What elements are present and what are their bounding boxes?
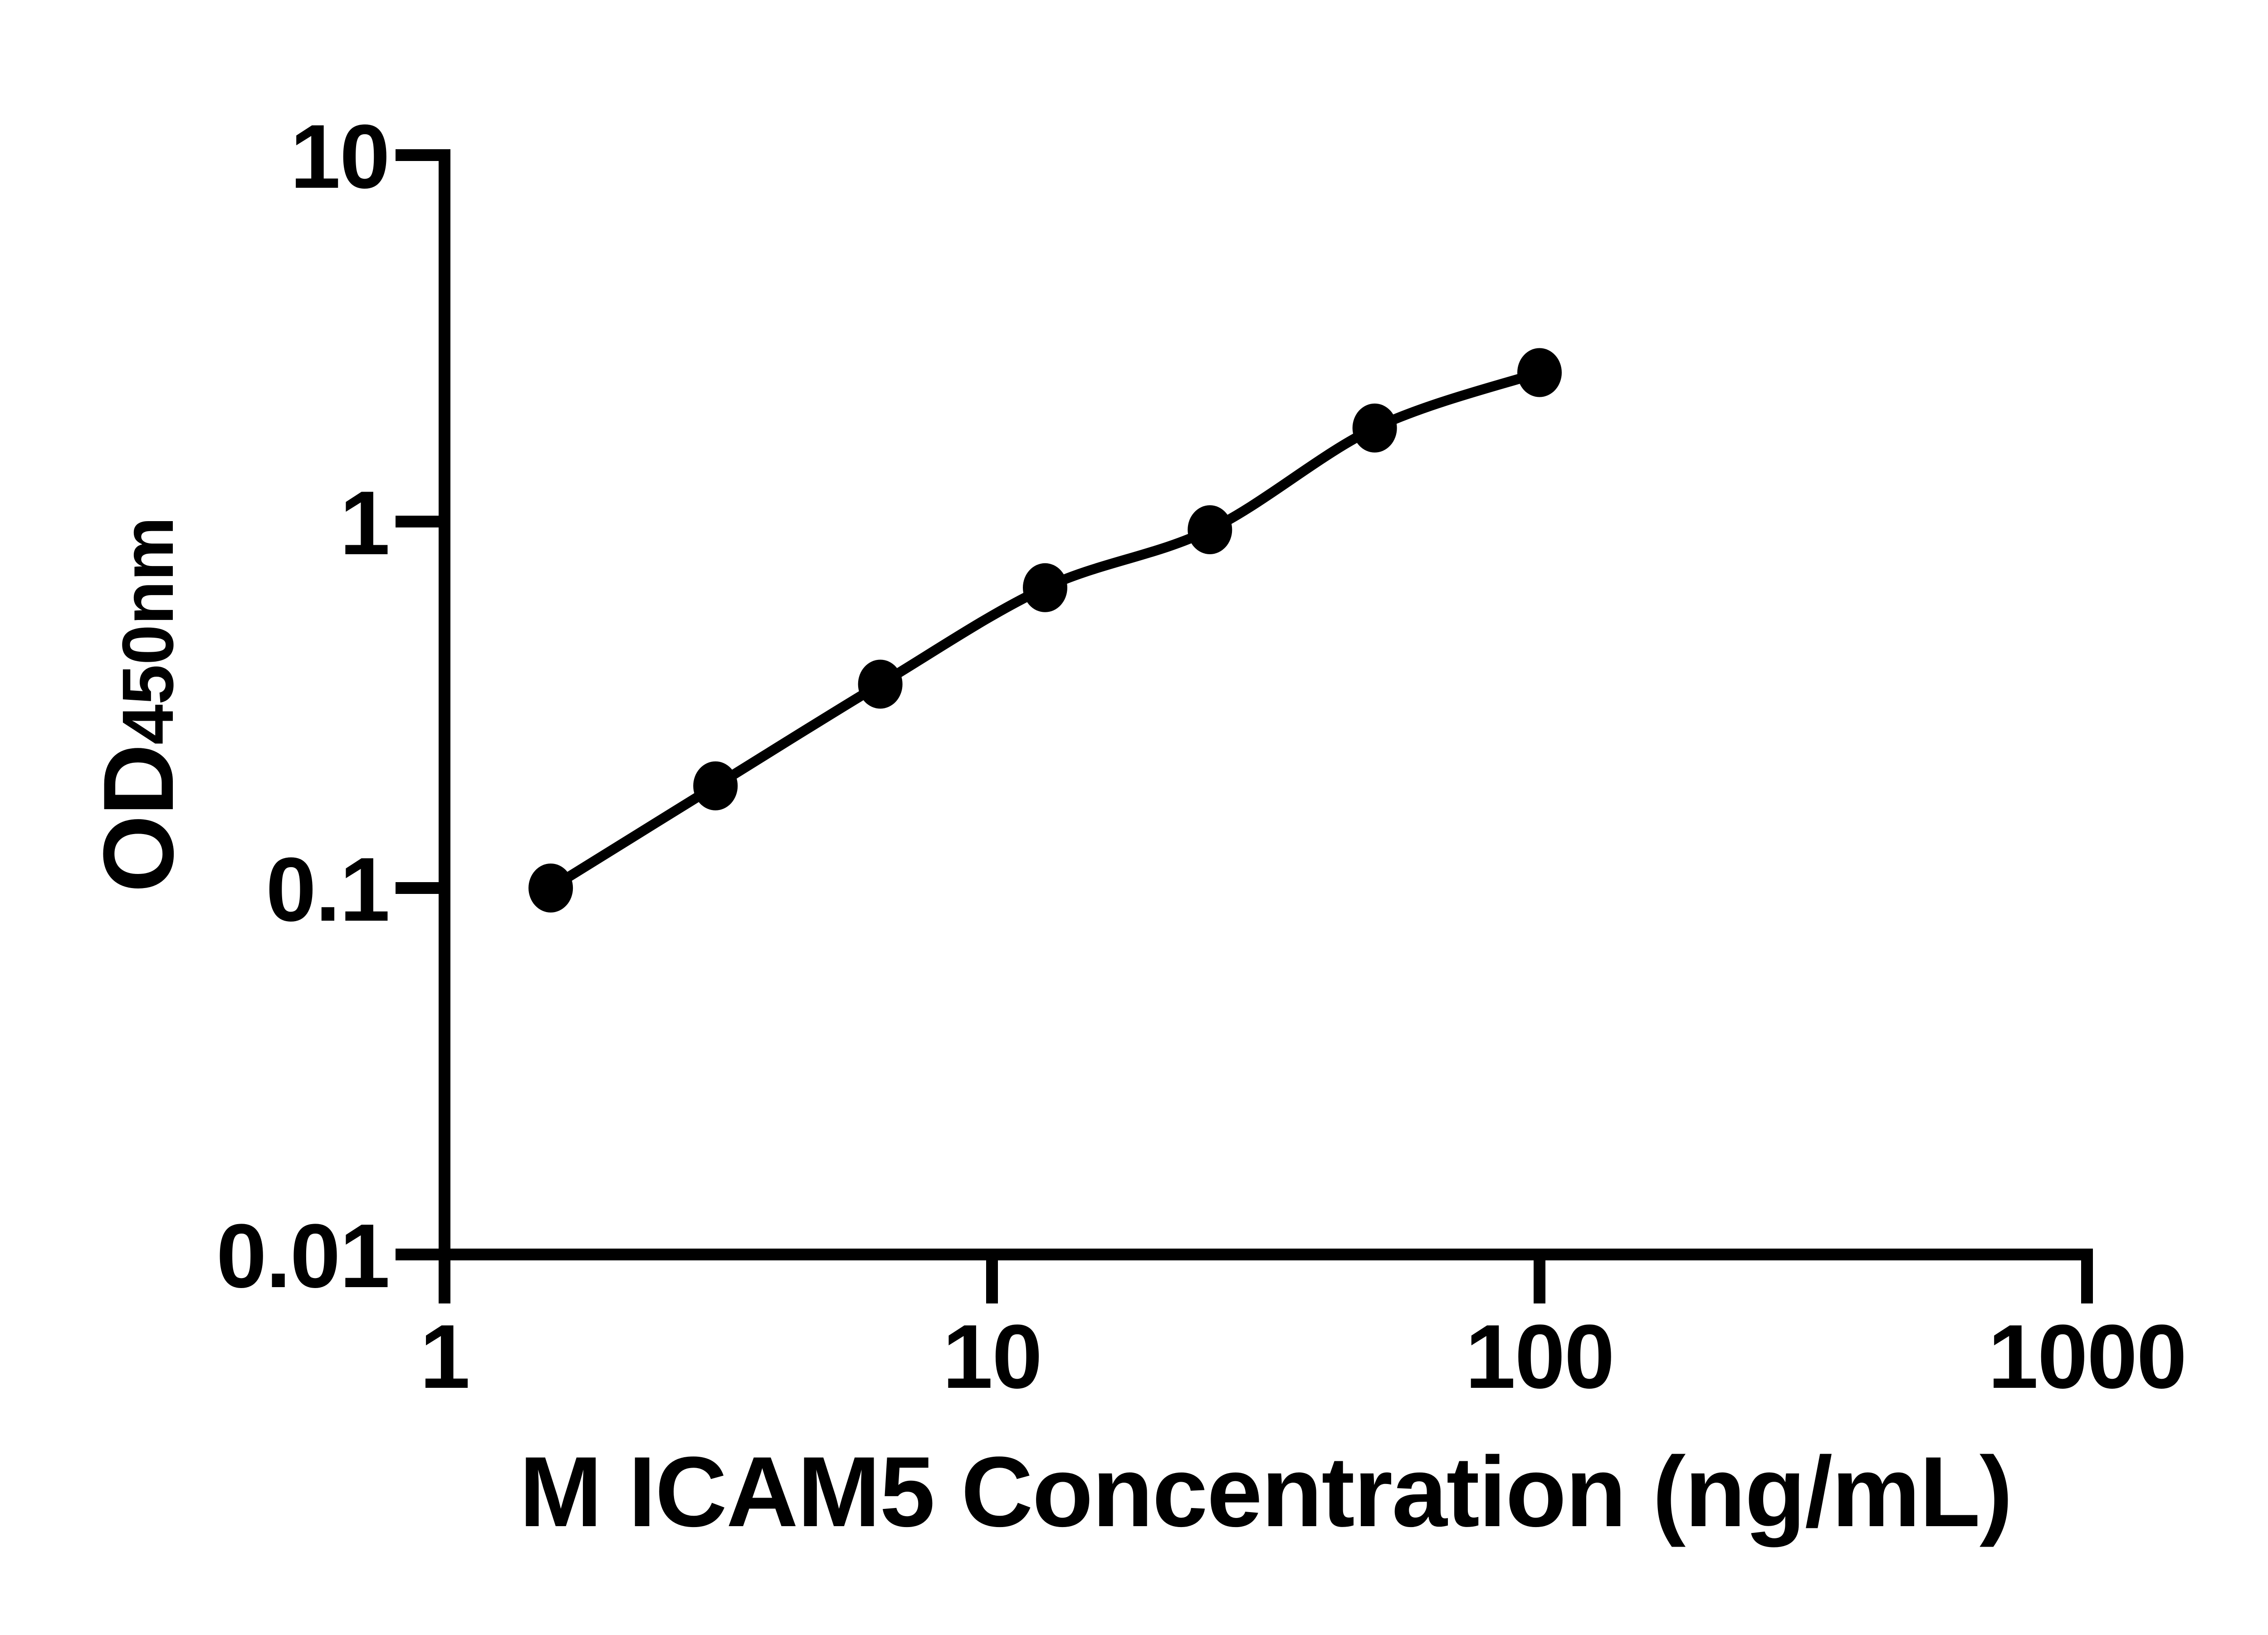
y-tick-label: 0.1 [266, 839, 389, 940]
data-point-marker [1022, 563, 1067, 612]
y-axis-tick-labels: 10 1 0.1 0.01 [216, 106, 390, 1307]
data-point-marker [858, 659, 903, 709]
data-point-marker [1517, 348, 1562, 397]
x-axis-ticks [439, 1260, 2093, 1303]
y-axis-title-main: OD [83, 745, 194, 893]
y-axis-ticks [396, 149, 439, 1260]
data-point-marker [528, 864, 573, 913]
x-tick-label: 1000 [1988, 1306, 2186, 1407]
data-point-marker [1352, 403, 1397, 453]
y-axis-title: OD450nm [83, 517, 194, 893]
axis-spines [439, 149, 2093, 1260]
data-point-marker [693, 761, 738, 810]
y-tick-label: 10 [290, 106, 389, 207]
data-point-marker [1188, 505, 1232, 554]
y-tick-label: 0.01 [216, 1206, 389, 1307]
x-axis-tick-labels: 1 10 100 1000 [420, 1306, 2187, 1407]
x-axis-title: M ICAM5 Concentration (ng/mL) [519, 1436, 2012, 1547]
y-axis-title-subscript: 450nm [107, 517, 188, 745]
y-tick-label: 1 [340, 473, 389, 574]
x-tick-label: 1 [420, 1306, 469, 1407]
x-tick-label: 10 [943, 1306, 1041, 1407]
x-tick-label: 100 [1465, 1306, 1614, 1407]
standard-curve-line [548, 368, 1541, 893]
data-point-markers [528, 348, 1562, 913]
